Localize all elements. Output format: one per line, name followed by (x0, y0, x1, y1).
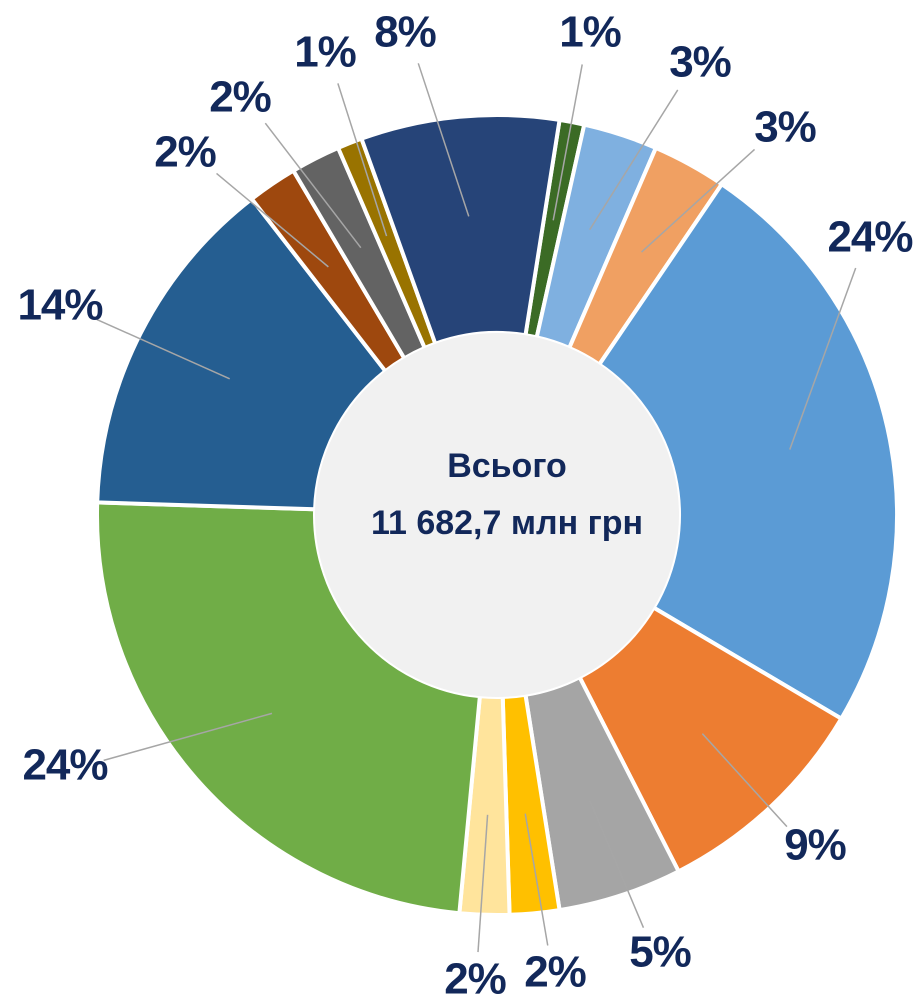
leader-line (103, 712, 273, 762)
center-total: 11 682,7 млн грн (371, 504, 643, 542)
data-label: 3% (669, 38, 731, 87)
data-label: 2% (524, 948, 586, 997)
data-label: 1% (294, 28, 356, 77)
data-label: 8% (374, 8, 436, 57)
leader-line (701, 733, 788, 828)
data-label: 9% (784, 821, 846, 870)
leader-line (589, 800, 645, 928)
data-label: 2% (154, 128, 216, 177)
data-label: 1% (559, 8, 621, 57)
data-label: 24% (827, 213, 912, 262)
leader-line (96, 318, 231, 380)
leader-line (552, 64, 583, 221)
leader-line (789, 267, 857, 450)
data-label: 24% (22, 741, 107, 790)
leader-line (477, 814, 489, 953)
data-label: 2% (444, 955, 506, 1004)
leader-line (589, 89, 679, 231)
slices (95, 113, 899, 918)
leader-line (524, 813, 549, 946)
data-label: 14% (17, 281, 102, 330)
donut-hole (315, 333, 679, 697)
leader-line (641, 148, 756, 253)
leader-line (337, 83, 388, 237)
leader-line (216, 172, 329, 268)
leader-line (264, 122, 362, 249)
data-label: 3% (754, 103, 816, 152)
center-title: Всього (447, 447, 567, 485)
data-label: 2% (209, 73, 271, 122)
leader-line (417, 63, 470, 217)
data-label: 5% (629, 928, 691, 977)
